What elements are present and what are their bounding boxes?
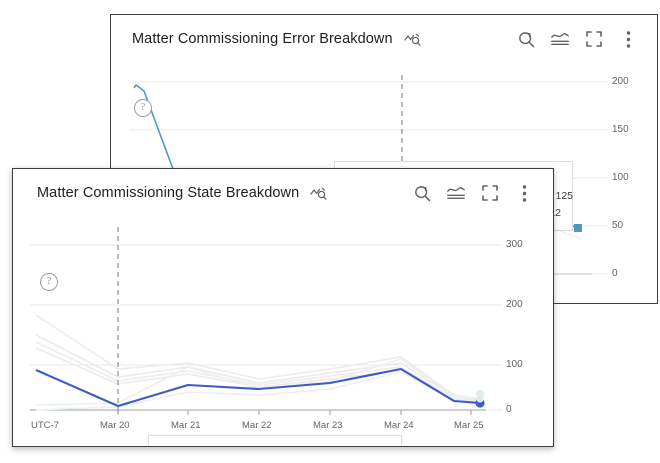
sparkline-zoom-icon[interactable] — [310, 185, 328, 201]
fullscreen-button[interactable] — [577, 24, 611, 54]
more-options-button[interactable] — [507, 178, 541, 208]
card-header: Matter Commissioning State Breakdown — [13, 169, 553, 217]
series-endpoint-marker — [574, 224, 582, 232]
chart-style-button[interactable] — [543, 24, 577, 54]
state-breakdown-card[interactable]: Matter Commissioning State Breakdown — [12, 168, 554, 447]
x-tick-label: Mar 22 — [242, 420, 272, 431]
y-tick-label: 200 — [612, 76, 629, 87]
card-actions — [509, 24, 645, 54]
sparkline-zoom-icon[interactable] — [404, 31, 422, 47]
y-tick-label: 150 — [612, 124, 629, 135]
y-tick-label: 100 — [506, 359, 523, 370]
tooltip-series-value: 125 — [555, 189, 574, 202]
y-tick-label: 200 — [506, 299, 523, 310]
page-title: Matter Commissioning State Breakdown — [37, 185, 300, 201]
tooltip-series-value: 12 — [549, 206, 561, 219]
page-title: Matter Commissioning Error Breakdown — [132, 31, 393, 47]
y-tick-label: 300 — [506, 239, 523, 250]
state-chart-plot[interactable]: ? 300 200 100 0 UTC-7 Mar 20 Mar 21 Mar … — [14, 217, 552, 445]
x-tick-marks — [117, 410, 472, 415]
x-axis-timezone-label: UTC-7 — [31, 420, 59, 431]
y-tick-label: 0 — [612, 268, 618, 279]
series-endpoint-marker — [476, 395, 484, 403]
state-chart-tooltip: Mar 20, 2023, 12:00:00 AM 2 above NOC_AD… — [148, 435, 402, 445]
x-tick-label: Mar 23 — [313, 420, 343, 431]
x-tick-label: Mar 20 — [100, 420, 130, 431]
reset-zoom-button[interactable] — [405, 178, 439, 208]
faded-series-group — [35, 314, 481, 411]
more-options-button[interactable] — [611, 24, 645, 54]
y-tick-label: 0 — [506, 404, 512, 415]
chart-style-button[interactable] — [439, 178, 473, 208]
help-circle-icon[interactable]: ? — [40, 273, 58, 291]
series-commissioning-complete — [35, 367, 481, 408]
gridlines — [30, 244, 486, 366]
state-chart-svg — [30, 227, 502, 415]
card-actions — [405, 178, 541, 208]
fullscreen-button[interactable] — [473, 178, 507, 208]
y-tick-label: 50 — [612, 220, 624, 231]
card-header: Matter Commissioning Error Breakdown — [111, 15, 657, 63]
x-tick-label: Mar 24 — [384, 420, 414, 431]
help-circle-icon[interactable]: ? — [134, 99, 152, 117]
reset-zoom-button[interactable] — [509, 24, 543, 54]
x-tick-label: Mar 21 — [171, 420, 201, 431]
y-tick-label: 100 — [612, 172, 629, 183]
x-tick-label: Mar 25 — [454, 420, 484, 431]
